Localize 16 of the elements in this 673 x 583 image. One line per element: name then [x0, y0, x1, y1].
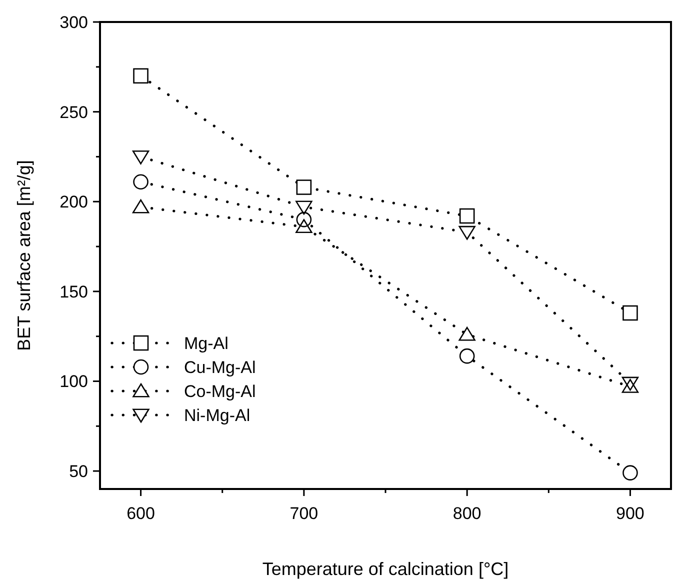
legend-label: Cu-Mg-Al [184, 358, 256, 377]
x-tick-label: 900 [616, 504, 644, 523]
legend-label: Mg-Al [184, 334, 228, 353]
y-tick-label: 150 [60, 282, 88, 302]
y-tick-label: 200 [60, 192, 88, 212]
x-tick-label: 700 [290, 504, 318, 523]
x-axis-title: Temperature of calcination [°C] [262, 559, 509, 579]
y-tick-label: 250 [60, 102, 88, 122]
y-tick-label: 50 [69, 462, 88, 482]
y-tick-label: 100 [60, 372, 88, 392]
y-tick-label: 300 [60, 13, 88, 32]
x-tick-label: 800 [452, 504, 482, 523]
x-tick-label: 600 [126, 504, 155, 523]
legend-label: Co-Mg-Al [184, 382, 256, 401]
y-axis-title: BET surface area [m²/g] [14, 160, 34, 351]
legend-label: Ni-Mg-Al [184, 406, 250, 425]
